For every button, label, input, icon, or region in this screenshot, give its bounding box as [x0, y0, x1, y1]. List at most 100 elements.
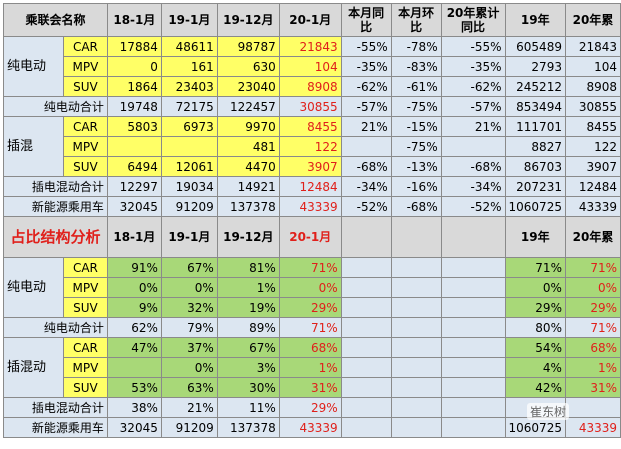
data-cell: 32045 [106, 196, 162, 217]
data-cell: 14921 [216, 176, 280, 197]
data-cell [440, 297, 506, 318]
data-cell: 21843 [564, 36, 621, 57]
data-cell: 630 [216, 56, 280, 77]
data-cell: 8908 [278, 76, 342, 97]
data-cell [440, 337, 506, 358]
data-cell: 71% [278, 317, 342, 338]
data-cell: -35% [340, 56, 392, 77]
data-cell [390, 397, 442, 418]
data-cell: 17884 [106, 36, 162, 57]
data-cell: 81% [216, 257, 280, 278]
data-cell: 43339 [564, 417, 621, 438]
data-cell: 31% [564, 377, 621, 398]
row-label: CAR [62, 257, 108, 278]
header-cell: 20-1月 [278, 3, 342, 37]
data-cell: -75% [390, 136, 442, 157]
table-row: 插电混动合计 12297 19034 14921 12484 -34% -16% -34% 20… [3, 176, 621, 197]
table-row: SUV 1864 23403 23040 8908 -62% -61% -62% 245212 8… [4, 76, 621, 97]
header-cell: 18-1月 [106, 216, 162, 258]
row-label: CAR [62, 36, 108, 57]
table-row: SUV 6494 12061 4470 3907 -68% -13% -68% 86703 390… [4, 156, 621, 177]
data-cell: 80% [504, 317, 566, 338]
data-cell: 32045 [106, 417, 162, 438]
data-cell: -16% [390, 176, 442, 197]
header-cell: 20年累 [564, 216, 621, 258]
data-cell: 8827 [504, 136, 566, 157]
data-cell: 68% [278, 337, 342, 358]
header-cell: 19年 [504, 3, 566, 37]
data-cell: 245212 [504, 76, 566, 97]
data-cell: 38% [106, 397, 162, 418]
data-cell: 12484 [564, 176, 621, 197]
group-label: 纯电动 [3, 36, 64, 97]
row-label: 新能源乘用车 [3, 196, 108, 217]
data-cell [340, 297, 392, 318]
data-cell: 79% [160, 317, 218, 338]
header-cell: 20-1月 [278, 216, 342, 258]
header-cell: 19年 [504, 216, 566, 258]
data-cell: -57% [440, 96, 506, 117]
data-cell [340, 277, 392, 298]
data-cell: 48611 [160, 36, 218, 57]
data-cell: 137378 [216, 196, 280, 217]
data-cell: -52% [340, 196, 392, 217]
data-cell [340, 257, 392, 278]
data-cell: -78% [390, 36, 442, 57]
data-cell: 23403 [160, 76, 218, 97]
data-cell [340, 377, 392, 398]
data-cell: 53% [106, 377, 162, 398]
data-cell: 19% [216, 297, 280, 318]
data-cell: 0 [106, 56, 162, 77]
header-cell: 20年累 [564, 3, 621, 37]
data-cell: -34% [440, 176, 506, 197]
data-cell: 67% [160, 257, 218, 278]
data-cell: 71% [504, 257, 566, 278]
data-cell: -15% [390, 116, 442, 137]
data-cell: 122457 [216, 96, 280, 117]
data-cell: 29% [278, 397, 342, 418]
data-cell [390, 357, 442, 378]
data-cell: 1060725 [504, 417, 566, 438]
data-cell: 54% [504, 337, 566, 358]
data-cell: 63% [160, 377, 218, 398]
data-cell: 98787 [216, 36, 280, 57]
data-cell [440, 377, 506, 398]
table-row: MPV 0% 0% 1% 0% 0% 0% [4, 277, 621, 298]
data-cell: 12061 [160, 156, 218, 177]
header-cell [440, 216, 506, 258]
data-cell [440, 277, 506, 298]
data-cell [340, 337, 392, 358]
data-cell [340, 317, 392, 338]
row-label: 纯电动合计 [3, 96, 108, 117]
data-cell: 91209 [160, 417, 218, 438]
data-cell: 8455 [278, 116, 342, 137]
data-cell [440, 417, 506, 438]
data-cell: 3907 [278, 156, 342, 177]
data-cell: 8908 [564, 76, 621, 97]
table-row: 占比结构分析 18-1月 19-1月 19-12月 20-1月 19年 20年累 [3, 216, 621, 258]
data-cell: 481 [216, 136, 280, 157]
header-cell: 19-1月 [160, 3, 218, 37]
data-cell: 1864 [106, 76, 162, 97]
data-cell: 0% [564, 277, 621, 298]
data-cell: 19034 [160, 176, 218, 197]
data-cell: -75% [390, 96, 442, 117]
data-cell: 605489 [504, 36, 566, 57]
data-cell: 89% [216, 317, 280, 338]
data-cell: 43339 [564, 196, 621, 217]
data-cell: 1% [216, 277, 280, 298]
data-cell [390, 277, 442, 298]
data-cell: 9970 [216, 116, 280, 137]
data-cell: 23040 [216, 76, 280, 97]
data-cell: 4% [504, 357, 566, 378]
data-cell: 6973 [160, 116, 218, 137]
data-cell: 137378 [216, 417, 280, 438]
data-cell: 5803 [106, 116, 162, 137]
data-cell [390, 417, 442, 438]
data-cell: 0% [278, 277, 342, 298]
data-cell: 43339 [278, 417, 342, 438]
table-row: 新能源乘用车 32045 91209 137378 43339 -52% -68% -52% 1… [3, 196, 621, 217]
table-row: 插混动 CAR 47% 37% 67% 68% 54% 68% [3, 337, 621, 398]
data-cell: 6494 [106, 156, 162, 177]
data-cell [440, 357, 506, 378]
